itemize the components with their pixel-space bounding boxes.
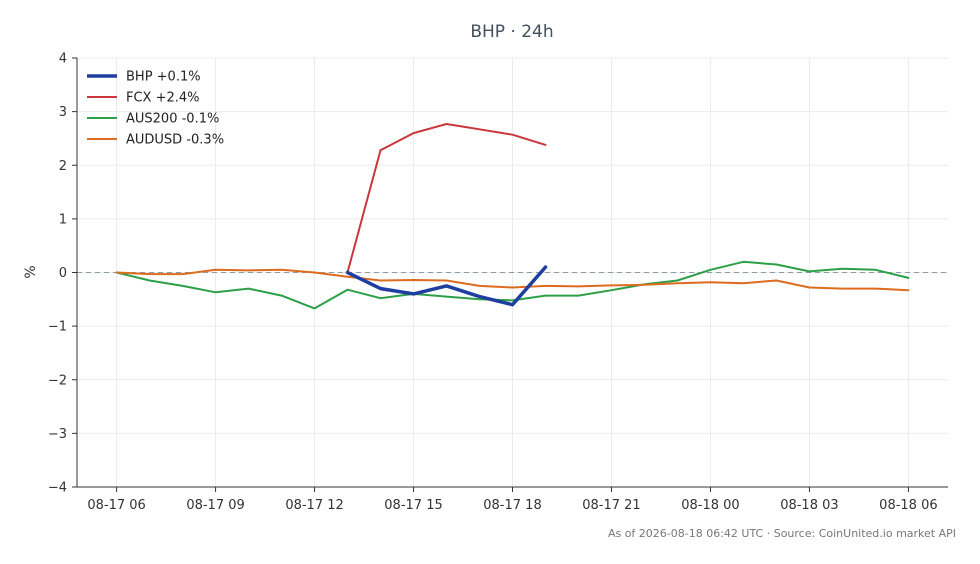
x-tick-label: 08-17 21	[582, 498, 640, 513]
series-line-fcx	[346, 123, 547, 274]
series-lines	[115, 123, 910, 310]
series-line-aus200	[115, 260, 910, 310]
x-tick-label: 08-17 09	[186, 498, 244, 513]
y-tick-label: 4	[59, 52, 67, 67]
x-tick-label: 08-17 06	[87, 498, 145, 513]
y-axis-label: %	[23, 265, 39, 278]
y-tick-label: −3	[48, 427, 67, 442]
y-tick-label: 2	[59, 159, 67, 174]
x-tick-label: 08-18 03	[780, 498, 838, 513]
legend: BHP +0.1% FCX +2.4% AUS200 -0.1% AUDUSD -0.…	[87, 70, 224, 148]
x-tick-label: 08-18 00	[681, 498, 739, 513]
x-tick-label: 08-18 06	[879, 498, 937, 513]
footer-source: As of 2026-08-18 06:42 UTC · Source: Coi…	[608, 527, 956, 540]
y-tick-label: 1	[59, 212, 67, 227]
chart-title: BHP · 24h	[470, 22, 553, 42]
legend-label-fcx: FCX +2.4%	[126, 91, 200, 106]
series-line-audusd	[115, 268, 910, 292]
y-tick-label: −2	[48, 373, 67, 388]
x-tick-label: 08-17 18	[483, 498, 541, 513]
legend-label-audusd: AUDUSD -0.3%	[126, 133, 224, 148]
y-tick-label: −4	[48, 481, 67, 496]
y-tick-label: −1	[48, 320, 67, 335]
x-tick-label: 08-17 15	[384, 498, 442, 513]
series-line-bhp	[345, 265, 548, 307]
legend-label-aus200: AUS200 -0.1%	[126, 112, 219, 127]
x-tick-label: 08-17 12	[285, 498, 343, 513]
axes: 4 3 2 1 0 −1 −2 −3 −4 08-17 06 08-17 09 08-17 12 08-…	[48, 52, 948, 513]
y-tick-label: 3	[59, 105, 67, 120]
y-tick-label: 0	[59, 266, 67, 281]
legend-label-bhp: BHP +0.1%	[126, 70, 201, 85]
